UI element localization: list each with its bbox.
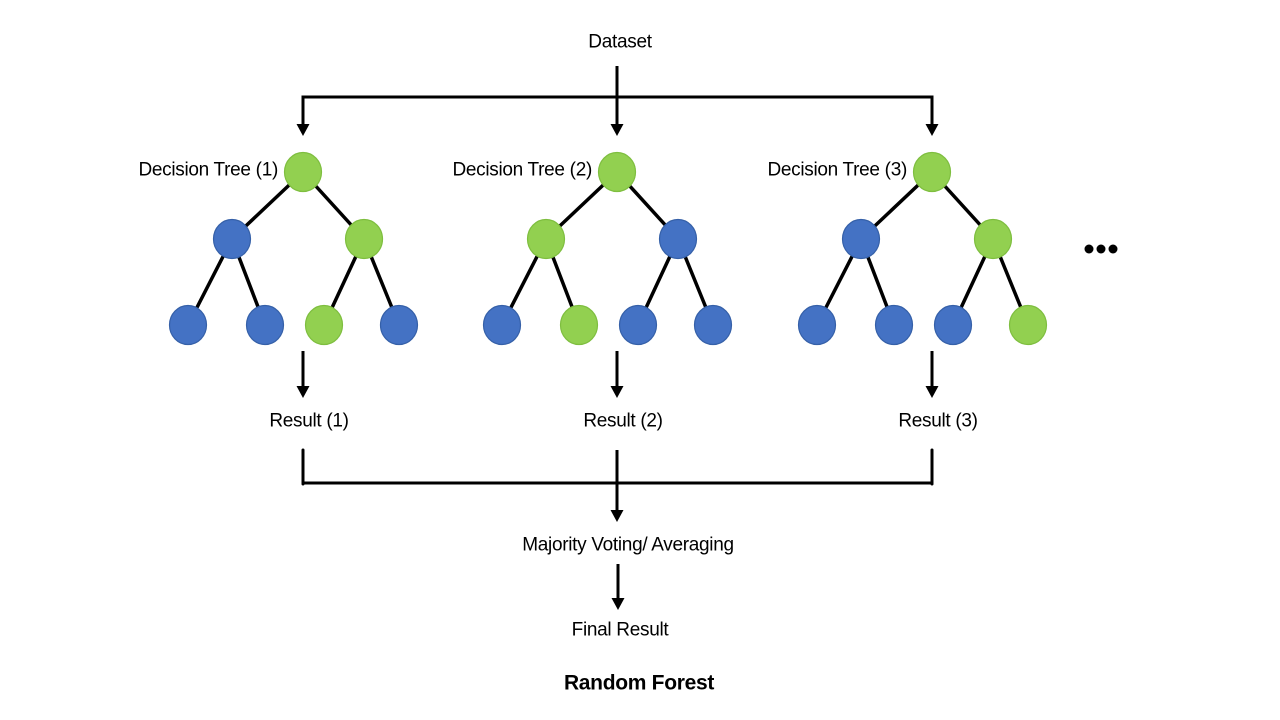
- branch-arrow-1-head: [296, 124, 310, 136]
- tree-1-node-root: [283, 151, 323, 193]
- ellipsis-icon-dot-2: [1096, 244, 1106, 254]
- dataset-label: Dataset: [588, 31, 652, 53]
- dataset-arrow-head: [610, 124, 624, 136]
- tree-1-node-leaf-2: [245, 304, 285, 346]
- tree-2-node-child-1: [526, 218, 566, 260]
- tree-1-node-child-1: [212, 218, 252, 260]
- tree-1-node-leaf-3: [304, 304, 344, 346]
- final-result-label: Final Result: [571, 619, 669, 641]
- tree-1-result-arrow-head: [296, 386, 310, 398]
- tree-1-node-child-2: [344, 218, 384, 260]
- diagram-title: Random Forest: [563, 671, 715, 695]
- tree-2-node-leaf-1: [482, 304, 522, 346]
- tree-3-node-leaf-1: [797, 304, 837, 346]
- final-arrow-head: [611, 598, 625, 610]
- decision-tree-label-1: Decision Tree (1): [138, 159, 278, 181]
- tree-1-node-leaf-4: [379, 304, 419, 346]
- tree-2-node-root: [597, 151, 637, 193]
- tree-3-result-arrow-head: [925, 386, 939, 398]
- tree-2-node-leaf-3: [618, 304, 658, 346]
- tree-3-node-child-1: [841, 218, 881, 260]
- result-label-3: Result (3): [898, 410, 978, 432]
- ellipsis-icon-dot-1: [1084, 244, 1094, 254]
- decision-tree-label-3: Decision Tree (3): [767, 159, 907, 181]
- branch-arrow-3-head: [925, 124, 939, 136]
- tree-2-node-child-2: [658, 218, 698, 260]
- aggregate-arrow-head: [610, 510, 624, 522]
- decision-tree-label-2: Decision Tree (2): [452, 159, 592, 181]
- result-label-2: Result (2): [583, 410, 663, 432]
- tree-2-node-leaf-4: [693, 304, 733, 346]
- tree-3-node-leaf-2: [874, 304, 914, 346]
- tree-3-node-leaf-4: [1008, 304, 1048, 346]
- tree-1-node-leaf-1: [168, 304, 208, 346]
- tree-3-node-leaf-3: [933, 304, 973, 346]
- ellipsis-icon-dot-3: [1108, 244, 1118, 254]
- tree-3-node-child-2: [973, 218, 1013, 260]
- majority-voting-label: Majority Voting/ Averaging: [522, 534, 734, 556]
- tree-3-node-root: [912, 151, 952, 193]
- tree-2-result-arrow-head: [610, 386, 624, 398]
- tree-2-node-leaf-2: [559, 304, 599, 346]
- result-label-1: Result (1): [269, 410, 349, 432]
